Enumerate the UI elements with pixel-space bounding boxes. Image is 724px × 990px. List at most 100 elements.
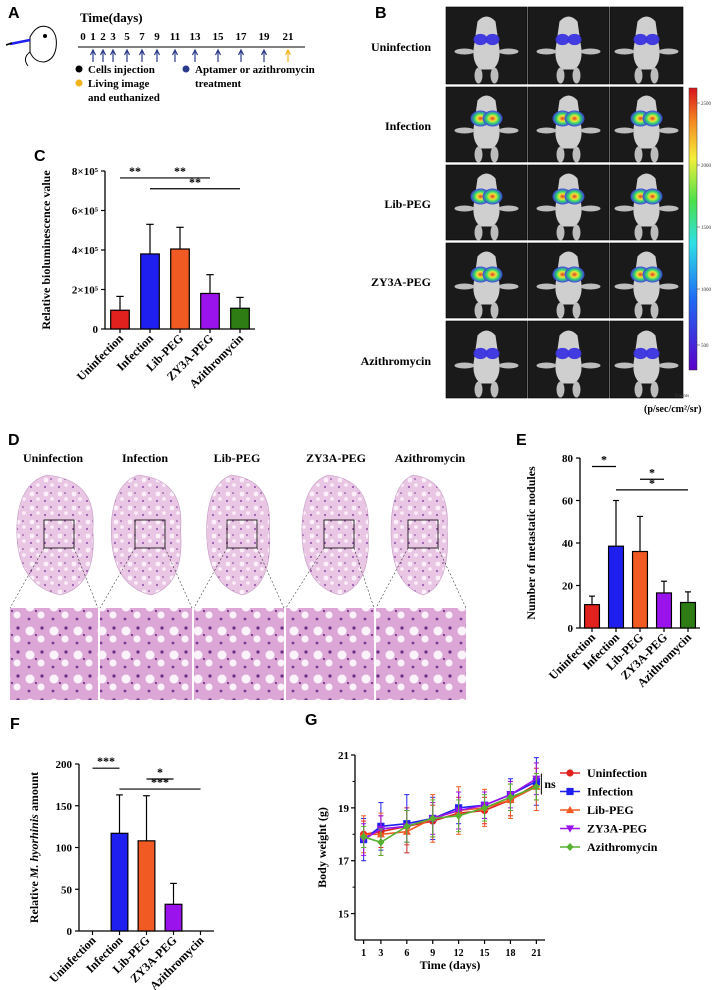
legend-image-line2: and euthanized	[88, 92, 160, 104]
mouse-hindlimb	[556, 224, 565, 241]
legend-marker	[566, 787, 574, 796]
day-label: 3	[110, 31, 116, 43]
signal-spot	[564, 266, 585, 283]
histology-group-label: Infection	[122, 451, 168, 465]
y-tick-label: 150	[56, 801, 73, 813]
data-point	[480, 803, 489, 812]
legend-dot-treatment	[182, 65, 190, 73]
heat-scale-tick-label: 2000	[701, 164, 712, 169]
treatment-arrow	[109, 48, 117, 62]
y-tick-label: 15	[338, 909, 350, 921]
significance-mark: **	[129, 164, 141, 178]
treatment-arrow	[191, 48, 199, 62]
histology-group-label: Lib-PEG	[214, 451, 261, 465]
histology-zoom-image	[10, 608, 98, 700]
heat-scale-tick-label: 1500	[701, 226, 712, 231]
x-tick-label: 18	[505, 948, 515, 959]
mouse-forelimb	[454, 205, 475, 212]
mouse-hindlimb	[572, 146, 581, 163]
mouse-forelimb	[498, 205, 519, 212]
lung-section	[390, 474, 448, 596]
y-tick-label: 21	[338, 750, 349, 762]
mouse-forelimb	[614, 205, 635, 212]
mouse-forelimb	[454, 283, 475, 290]
mouse-hindlimb	[634, 146, 643, 163]
legend-marker	[566, 769, 574, 777]
mouse-forelimb	[614, 127, 635, 134]
mouse-forelimb	[536, 127, 557, 134]
signal-spot	[642, 188, 663, 205]
mouse-hindlimb	[650, 146, 659, 163]
mouse-forelimb	[498, 362, 519, 369]
heat-scale-tick-label: 1000	[701, 288, 712, 293]
ns-annotation: ns	[544, 777, 556, 791]
mouse-hindlimb	[634, 67, 643, 84]
mouse-forelimb	[614, 48, 635, 55]
signal-spot	[482, 266, 503, 283]
day-label: 17	[236, 31, 248, 43]
mouse-hindlimb	[634, 302, 643, 319]
lung-section	[16, 474, 94, 596]
mouse-hindlimb	[650, 224, 659, 241]
x-tick-label: 15	[480, 948, 490, 959]
legend-treatment-line2: treatment	[195, 78, 242, 90]
mouse-hindlimb	[634, 224, 643, 241]
zoom-box	[323, 519, 355, 549]
day-label: 9	[154, 31, 160, 43]
mouse-forelimb	[498, 48, 519, 55]
lung-section	[301, 474, 369, 596]
zoom-guide	[375, 547, 409, 609]
y-tick-label: 40	[562, 538, 574, 550]
mouse-forelimb	[454, 48, 475, 55]
imaging-row-label: Azithromycin	[361, 354, 432, 368]
signal-spot	[485, 347, 500, 360]
legend-cells: Cells injection	[88, 64, 155, 76]
panel-label-f: F	[10, 716, 20, 733]
x-tick-label: 12	[454, 948, 464, 959]
y-axis-label: Number of metastatic nodules	[524, 466, 538, 620]
legend-marker	[566, 842, 574, 852]
signal-spot	[567, 33, 582, 46]
zoom-guide	[256, 547, 285, 609]
series-line	[363, 778, 537, 841]
signal-spot	[564, 188, 585, 205]
day-label: 5	[124, 31, 130, 43]
treatment-arrow	[214, 48, 222, 62]
day-label: 21	[283, 31, 294, 43]
legend-image-line1: Living image	[88, 78, 150, 90]
data-point	[506, 793, 515, 802]
mouse-hindlimb	[650, 302, 659, 319]
mouse-forelimb	[658, 48, 679, 55]
day-label: 7	[139, 31, 145, 43]
imaging-row-label: Infection	[385, 119, 431, 133]
x-axis-label: Time (days)	[420, 958, 481, 972]
legend-treatment-line1: Aptamer or azithromycin	[195, 64, 315, 76]
signal-spot	[473, 33, 488, 46]
signal-spot	[633, 33, 648, 46]
heat-scale-tick-label: 2500	[701, 102, 712, 107]
heat-scale-bar	[688, 87, 698, 371]
significance-mark: **	[174, 164, 186, 178]
legend-label: Infection	[587, 785, 633, 799]
mouse-hindlimb	[490, 381, 499, 398]
mouse-forelimb	[498, 127, 519, 134]
mouse-forelimb	[580, 127, 601, 134]
zoom-box	[134, 519, 166, 549]
panel-label-d: D	[8, 432, 20, 449]
mouse-forelimb	[658, 127, 679, 134]
signal-spot	[482, 188, 503, 205]
mouse-forelimb	[614, 362, 635, 369]
x-tick-label: 6	[404, 948, 409, 959]
signal-spot	[633, 347, 648, 360]
y-tick-label: 4×10⁵	[72, 245, 99, 257]
zoom-guide	[437, 547, 467, 609]
mouse-forelimb	[580, 205, 601, 212]
histology-group-label: Uninfection	[23, 451, 83, 465]
mouse-silhouette	[633, 16, 660, 70]
mouse-silhouette	[555, 330, 582, 384]
mouse-icon	[5, 25, 57, 67]
day-label: 11	[170, 31, 180, 43]
y-tick-label: 50	[61, 884, 73, 896]
imaging-row-label: ZY3A-PEG	[371, 275, 431, 289]
